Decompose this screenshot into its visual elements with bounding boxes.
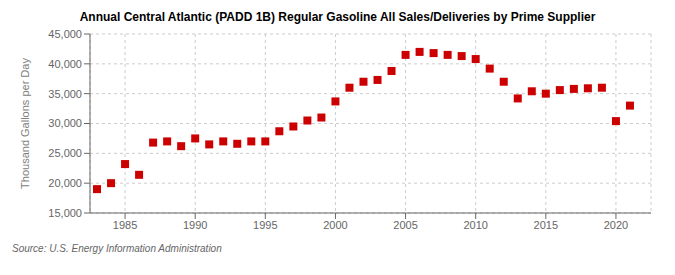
svg-text:30,000: 30,000 <box>48 117 82 129</box>
svg-text:40,000: 40,000 <box>48 58 82 70</box>
svg-text:2005: 2005 <box>393 219 417 231</box>
svg-text:Thousand Gallons per Day: Thousand Gallons per Day <box>19 58 31 189</box>
svg-text:45,000: 45,000 <box>48 28 82 40</box>
svg-text:35,000: 35,000 <box>48 88 82 100</box>
svg-text:1990: 1990 <box>183 219 207 231</box>
svg-text:15,000: 15,000 <box>48 207 82 219</box>
svg-text:2020: 2020 <box>604 219 628 231</box>
html-text:Annual Central Atlantic (PADD: Annual Central Atlantic (PADD 1B) Regula… <box>79 10 596 24</box>
svg-text:25,000: 25,000 <box>48 147 82 159</box>
svg-text:2000: 2000 <box>323 219 347 231</box>
svg-text:1985: 1985 <box>113 219 137 231</box>
svg-text:2010: 2010 <box>463 219 487 231</box>
svg-text:2015: 2015 <box>534 219 558 231</box>
svg-text:20,000: 20,000 <box>48 177 82 189</box>
svg-text:1995: 1995 <box>253 219 277 231</box>
html-text:Source: U.S. Energy Informatio: Source: U.S. Energy Information Administ… <box>12 243 222 254</box>
